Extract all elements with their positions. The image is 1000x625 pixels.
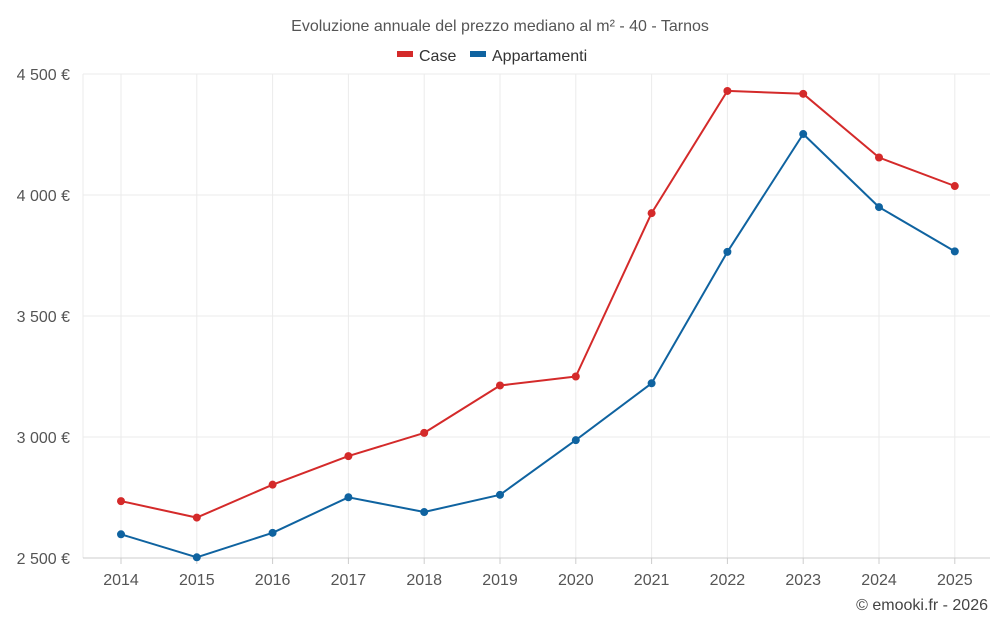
credit-text: © emooki.fr - 2026 — [856, 597, 988, 614]
x-tick-label: 2019 — [482, 572, 518, 589]
x-tick-label: 2017 — [331, 572, 367, 589]
data-point-case-2020[interactable] — [571, 372, 580, 381]
data-point-appartamenti-2021[interactable] — [647, 379, 656, 388]
data-point-case-2014[interactable] — [117, 497, 125, 506]
data-point-case-2023[interactable] — [799, 89, 808, 98]
data-point-case-2017[interactable] — [344, 452, 353, 461]
data-point-appartamenti-2018[interactable] — [420, 508, 429, 517]
data-point-appartamenti-2014[interactable] — [117, 530, 125, 539]
y-tick-label: 3 500 € — [17, 309, 70, 326]
legend-swatch-case — [397, 51, 413, 57]
data-point-case-2019[interactable] — [496, 381, 504, 390]
legend-label-appartamenti[interactable]: Appartamenti — [492, 48, 587, 65]
series-case — [117, 86, 959, 522]
series-line-appartamenti — [120, 133, 956, 559]
data-point-case-2021[interactable] — [647, 209, 656, 218]
data-point-appartamenti-2016[interactable] — [268, 528, 277, 537]
legend-swatch-appartamenti — [470, 51, 486, 57]
x-tick-label: 2021 — [634, 572, 670, 589]
x-tick-label: 2014 — [103, 572, 139, 589]
gridlines — [82, 73, 990, 559]
data-point-appartamenti-2022[interactable] — [723, 247, 732, 256]
data-point-appartamenti-2019[interactable] — [496, 490, 504, 499]
data-point-appartamenti-2023[interactable] — [799, 130, 808, 139]
x-tick-label: 2024 — [861, 572, 897, 589]
x-tick-label: 2016 — [255, 572, 291, 589]
series-line-case — [120, 89, 956, 519]
data-point-appartamenti-2015[interactable] — [192, 553, 201, 562]
x-tick-label: 2020 — [558, 572, 594, 589]
x-tick-label: 2015 — [179, 572, 215, 589]
chart-title: Evoluzione annuale del prezzo mediano al… — [291, 18, 709, 35]
data-point-appartamenti-2024[interactable] — [875, 203, 883, 212]
data-point-case-2018[interactable] — [420, 428, 429, 437]
data-point-case-2022[interactable] — [723, 86, 732, 95]
y-tick-label: 4 500 € — [17, 67, 70, 84]
legend-label-case[interactable]: Case — [419, 48, 456, 65]
plot-area — [117, 86, 959, 562]
y-tick-label: 2 500 € — [17, 551, 70, 568]
x-axis: 2014 2015 2016 2017 2018 2019 2020 2021 2022 2023… — [83, 557, 990, 589]
data-point-case-2015[interactable] — [192, 513, 201, 522]
data-point-appartamenti-2020[interactable] — [571, 436, 580, 445]
data-point-appartamenti-2017[interactable] — [344, 493, 353, 502]
data-point-case-2016[interactable] — [268, 480, 277, 489]
data-point-appartamenti-2025[interactable] — [950, 247, 959, 256]
y-axis: 2 500 € 3 000 € 3 500 € 4 000 € 4 500 € — [17, 67, 70, 568]
x-tick-label: 2018 — [406, 572, 442, 589]
x-tick-label: 2023 — [785, 572, 821, 589]
data-point-case-2025[interactable] — [950, 182, 959, 191]
x-tick-label: 2022 — [710, 572, 746, 589]
y-tick-label: 3 000 € — [17, 430, 70, 447]
series-appartamenti — [117, 130, 959, 562]
data-point-case-2024[interactable] — [875, 153, 883, 162]
legend: Case Appartamenti — [397, 48, 587, 65]
x-tick-label: 2025 — [937, 572, 973, 589]
y-tick-label: 4 000 € — [17, 188, 70, 205]
